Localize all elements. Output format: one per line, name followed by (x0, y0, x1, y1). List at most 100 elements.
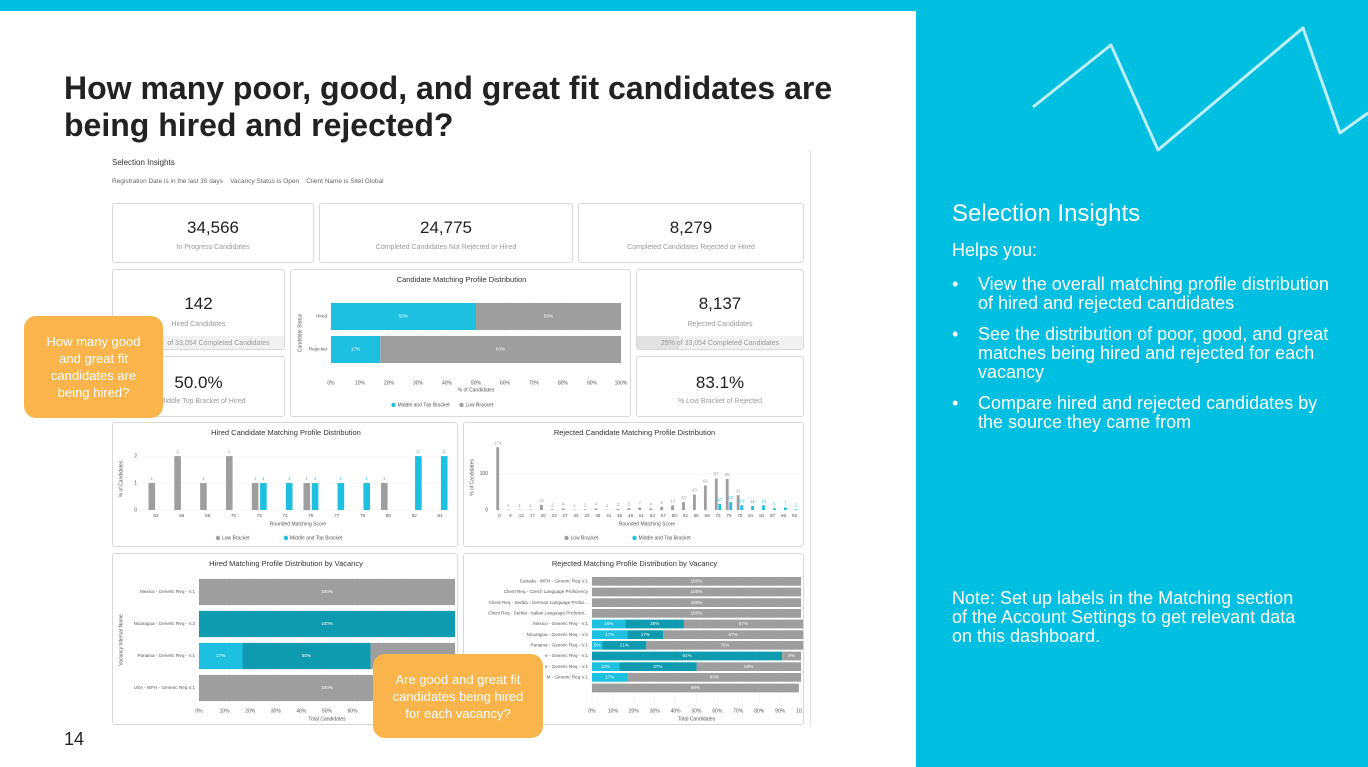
y-tick-label: Panama - Generic Req - V.1 (530, 643, 588, 648)
bar (660, 506, 664, 510)
bar-segment (619, 662, 697, 672)
data-label: 100% (691, 589, 703, 594)
x-tick-label: 81 (748, 513, 754, 518)
bar (550, 509, 554, 510)
x-tick-label: 60% (712, 708, 723, 714)
bar (415, 456, 422, 510)
x-tick-label: 10% (220, 708, 231, 714)
x-tick-label: 33 (584, 513, 590, 518)
data-label: 68 (703, 479, 708, 484)
bar-segment (592, 619, 626, 629)
slide-title: How many poor, good, and great fit candi… (64, 70, 833, 143)
x-tick-label: 72 (715, 513, 721, 518)
data-label: 1 (573, 503, 576, 508)
x-tick-label: 40% (296, 708, 307, 714)
data-label: 1 (529, 503, 532, 508)
bar (380, 483, 388, 510)
x-tick-label: 80 (386, 513, 392, 518)
data-label: 50% (302, 653, 311, 658)
bar-segment (782, 651, 801, 661)
y-axis-title: % of Candidates (469, 459, 475, 496)
x-tick-label: 90% (587, 380, 598, 386)
data-label: 17% (351, 347, 360, 352)
kpi-sub: of 33,054 Completed Candidates (167, 340, 270, 347)
kpi-label: Completed Candidates Rejected or Hired (627, 244, 755, 251)
x-tick-label: 62 (683, 513, 689, 518)
x-tick-label: 50% (691, 708, 702, 714)
x-tick-label: 20 (541, 513, 547, 518)
data-label: 1 (365, 476, 368, 481)
x-tick-label: 60 (672, 513, 678, 518)
bar (440, 456, 448, 510)
data-label: 13 (761, 498, 766, 503)
data-label: 100% (321, 589, 333, 594)
y-tick-label: Nicaragua - Generic Req - V.2 (134, 621, 196, 626)
panel-heading: Selection Insights (952, 200, 1141, 227)
bar-segment (592, 651, 783, 661)
x-tick-label: 57 (661, 513, 667, 518)
data-label: 1 (383, 476, 386, 481)
chart-card: Hired Candidate Matching Profile Distrib… (112, 422, 458, 547)
bar (627, 508, 631, 510)
data-label: 2 (176, 449, 179, 454)
data-label: 2 (584, 502, 587, 507)
bar (363, 483, 371, 510)
data-label: 13% (601, 664, 610, 669)
bar-segment (592, 672, 628, 682)
bar (725, 478, 729, 510)
bar-segment (592, 640, 603, 650)
bar-segment (199, 642, 243, 670)
legend-swatch (283, 535, 289, 541)
x-axis-title: Total Candidates (308, 716, 346, 722)
y-tick-label: 0 (134, 507, 137, 513)
x-tick-label: 69 (205, 513, 211, 518)
kpi-value: 8,137 (698, 294, 742, 313)
bar (693, 494, 696, 510)
data-label: 1 (314, 476, 317, 481)
data-label: 1 (340, 476, 343, 481)
bar-segment (331, 302, 476, 331)
zigzag (1032, 26, 1368, 152)
data-label: 43 (692, 488, 697, 493)
bar-segment (602, 640, 647, 650)
x-tick-label: 74 (283, 513, 289, 518)
data-label: 100% (321, 621, 333, 626)
data-label: 9 (660, 500, 663, 505)
bar-segment (592, 630, 628, 640)
data-label: 7 (784, 501, 787, 506)
data-label: 37% (653, 664, 662, 669)
bar-segment (625, 619, 684, 629)
bar (714, 478, 718, 510)
x-tick-label: 73 (257, 513, 263, 518)
data-label: 17% (605, 632, 614, 637)
bar-segment (592, 683, 799, 693)
x-tick-label: 60% (348, 708, 359, 714)
data-label: 5 (773, 501, 776, 506)
legend-label: Middle and Top Bracket (290, 535, 343, 541)
bar-segment (592, 576, 801, 586)
bullet: Compare hired and rejected candidates by… (952, 394, 1332, 432)
y-axis-title: % of Candidates (118, 460, 124, 497)
x-tick-label: 80% (754, 708, 765, 714)
kpi-card: 24,775 Completed Candidates Not Rejected… (319, 203, 573, 263)
low-card: 83.1% % Low Bracket of Rejected (636, 356, 804, 417)
panel-intro: Helps you: (952, 240, 1038, 260)
bar-segment (627, 672, 801, 682)
bar-segment (592, 598, 801, 608)
bar (718, 503, 722, 510)
chart: Hired Matching Profile Distribution by V… (118, 559, 462, 722)
data-label: 28% (650, 621, 659, 626)
bar (794, 509, 798, 510)
x-tick-label: 9 (509, 513, 512, 518)
data-label: 91% (682, 653, 691, 658)
bar-segment (646, 640, 804, 650)
callout: Are good and great fit candidates being … (373, 654, 543, 738)
x-tick-label: 0% (588, 708, 596, 714)
data-label: 1 (151, 476, 154, 481)
data-label: 174 (494, 440, 502, 445)
x-tick-label: 50% (471, 380, 482, 386)
data-label: 16% (604, 621, 613, 626)
data-label: 100% (691, 611, 703, 616)
kpi-value: 8,279 (669, 218, 713, 237)
